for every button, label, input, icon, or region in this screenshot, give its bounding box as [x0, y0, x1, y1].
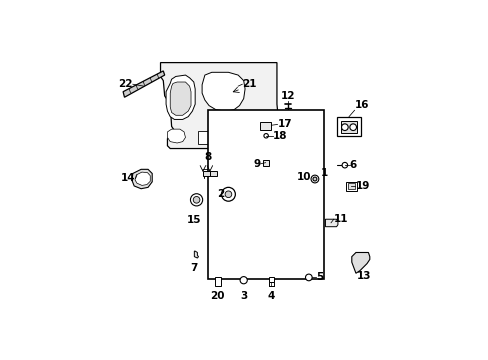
Text: 11: 11	[333, 214, 347, 224]
Polygon shape	[260, 134, 264, 138]
Polygon shape	[284, 193, 316, 218]
Text: 4: 4	[267, 291, 274, 301]
Circle shape	[349, 124, 356, 131]
Text: 1: 1	[321, 168, 328, 179]
Text: 21: 21	[242, 79, 256, 89]
Text: 7: 7	[190, 263, 197, 273]
Bar	[214, 278, 220, 286]
Circle shape	[305, 274, 311, 281]
Bar	[340, 121, 357, 133]
Text: 14: 14	[121, 174, 135, 184]
Polygon shape	[223, 179, 256, 198]
Text: 17: 17	[277, 120, 291, 129]
Polygon shape	[213, 114, 321, 266]
Text: 3: 3	[240, 291, 247, 301]
Text: 13: 13	[356, 271, 371, 281]
Text: 15: 15	[186, 215, 201, 225]
Polygon shape	[132, 169, 152, 189]
Polygon shape	[170, 82, 191, 115]
Circle shape	[224, 191, 231, 198]
Circle shape	[264, 134, 268, 138]
Polygon shape	[202, 72, 244, 111]
Bar	[336, 117, 361, 136]
Polygon shape	[160, 63, 278, 149]
Bar	[209, 171, 216, 176]
Text: 2: 2	[217, 189, 224, 199]
Polygon shape	[166, 75, 195, 120]
Circle shape	[342, 162, 347, 168]
Text: 6: 6	[349, 160, 356, 170]
Circle shape	[312, 177, 316, 181]
Bar	[203, 171, 209, 176]
Polygon shape	[325, 219, 337, 227]
Polygon shape	[135, 172, 150, 185]
Circle shape	[193, 197, 200, 203]
Bar	[198, 131, 216, 144]
Circle shape	[341, 124, 347, 131]
Bar	[268, 278, 273, 282]
Text: 22: 22	[118, 79, 133, 89]
Circle shape	[240, 276, 247, 284]
Bar	[347, 183, 355, 189]
Text: 5: 5	[316, 273, 323, 283]
Text: 18: 18	[272, 131, 287, 141]
Bar	[263, 159, 268, 166]
Bar	[207, 110, 324, 279]
Text: 19: 19	[355, 181, 369, 191]
Text: 9: 9	[253, 159, 260, 169]
Circle shape	[221, 187, 235, 201]
Polygon shape	[167, 129, 185, 143]
Text: 12: 12	[280, 91, 295, 100]
Polygon shape	[351, 252, 369, 273]
Text: 10: 10	[296, 172, 310, 183]
Polygon shape	[217, 174, 283, 205]
Text: 8: 8	[203, 152, 211, 162]
Bar	[346, 182, 356, 191]
Polygon shape	[194, 251, 198, 258]
Circle shape	[310, 175, 318, 183]
Text: 16: 16	[354, 100, 368, 110]
Text: 20: 20	[210, 291, 224, 301]
Polygon shape	[123, 71, 164, 97]
Circle shape	[190, 194, 202, 206]
Bar	[260, 122, 271, 130]
